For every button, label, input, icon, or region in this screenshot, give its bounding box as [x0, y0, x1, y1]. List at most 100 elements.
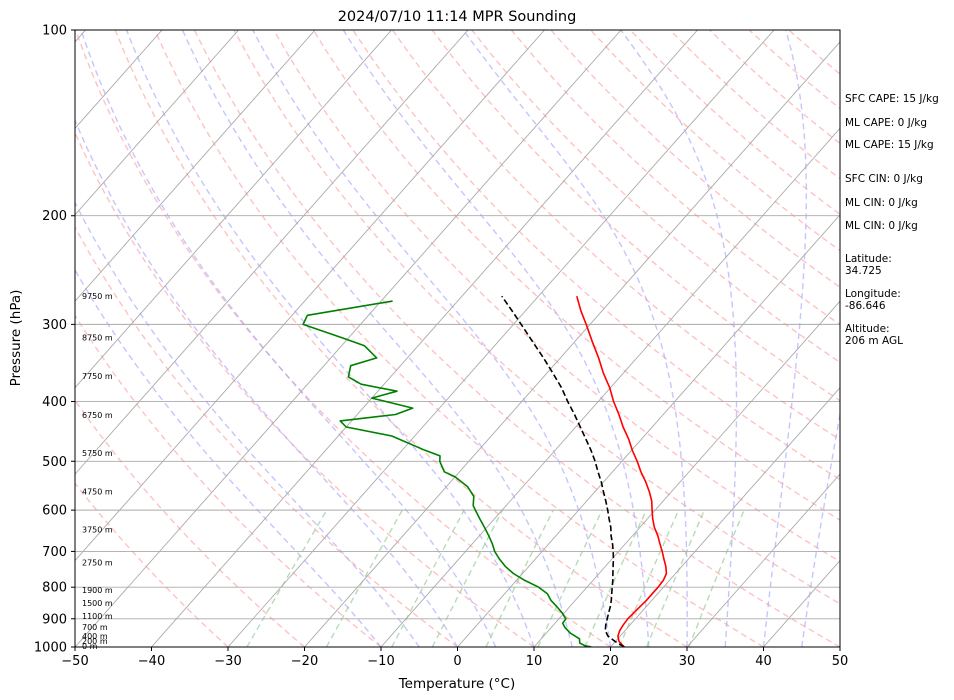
x-tick-label: −20: [291, 654, 318, 669]
dry-adiabat-line: [312, 30, 840, 521]
latitude-value: 34.725: [845, 265, 882, 277]
y-tick-label: 700: [42, 545, 67, 560]
x-tick-label: 50: [832, 654, 849, 669]
dry-adiabat-line: [75, 131, 535, 647]
altitude-label: 2750 m: [82, 558, 113, 567]
sfc-cin-text: SFC CIN: 0 J/kg: [845, 173, 923, 185]
altitude-label: 1500 m: [82, 599, 113, 608]
background-reference-lines: [75, 30, 840, 647]
x-tick-label: −40: [138, 654, 165, 669]
isotherm-line: [686, 473, 840, 647]
longitude-value: -86.646: [845, 300, 886, 312]
isotherm-line: [457, 214, 840, 647]
altitude-label: 9750 m: [82, 292, 113, 301]
temperature-line: [576, 295, 668, 647]
y-tick-label: 900: [42, 612, 67, 627]
isotherm-line: [610, 386, 840, 647]
moist-adiabat-line: [75, 201, 420, 647]
isotherm-line: [75, 30, 469, 475]
y-axis-label: Pressure (hPa): [8, 290, 24, 387]
dry-adiabat-line: [233, 30, 840, 605]
isotherm-line: [380, 127, 840, 647]
moist-adiabat-line: [181, 30, 573, 647]
isotherm-line: [75, 30, 622, 647]
moist-adiabat-line: [75, 268, 382, 647]
altitude-label: 400 m: [82, 632, 108, 641]
altitude-label: 3750 m: [82, 525, 113, 534]
altitude-label: 700 m: [82, 623, 108, 632]
moist-adiabat-line: [801, 410, 840, 647]
chart-title: 2024/07/10 11:14 MPR Sounding: [338, 9, 577, 25]
ml-cin-text-1: ML CIN: 0 J/kg: [845, 197, 918, 209]
ml-cape-text-1: ML CAPE: 0 J/kg: [845, 117, 927, 129]
altitude-label: 200 m: [82, 637, 108, 646]
sounding-series: [302, 295, 668, 647]
dry-adiabat-line: [391, 30, 840, 441]
dewpoint-line: [302, 300, 592, 647]
isotherm-line: [75, 30, 392, 389]
isotherm-line: [227, 30, 775, 647]
altitude-value: 206 m AGL: [845, 335, 903, 347]
mixing-ratio-line: [246, 509, 328, 647]
y-tick-label: 500: [42, 455, 67, 470]
x-tick-label: 20: [602, 654, 619, 669]
moist-adiabat-line: [620, 30, 738, 647]
altitude-label: 1100 m: [82, 612, 113, 621]
isotherm-line: [151, 30, 698, 647]
dry-adiabat-line: [352, 30, 840, 481]
moist-adiabat-line: [252, 30, 612, 647]
y-tick-label: 1000: [34, 641, 67, 656]
ml-cin-text-2: ML CIN: 0 J/kg: [845, 220, 918, 232]
dry-adiabat-line: [75, 225, 458, 647]
altitude-label: 8750 m: [82, 333, 113, 342]
isotherm-line: [533, 300, 840, 647]
isotherm-line: [75, 30, 316, 302]
dry-adiabat-line: [431, 30, 840, 402]
mixing-ratio-line: [325, 509, 403, 647]
x-tick-label: 0: [453, 654, 461, 669]
moist-adiabat-line: [342, 30, 650, 647]
dry-adiabat-line: [471, 30, 840, 364]
parcel-line: [501, 295, 625, 647]
isotherm-line: [75, 30, 239, 216]
mixing-ratio-line: [391, 509, 465, 647]
x-tick-label: 40: [755, 654, 772, 669]
longitude-label: Longitude:: [845, 288, 901, 300]
dry-adiabat-line: [193, 30, 840, 647]
isotherm-line: [304, 41, 840, 647]
moist-adiabat-line: [75, 118, 459, 647]
dry-adiabat-line: [75, 30, 611, 647]
altitude-label: 7750 m: [82, 372, 113, 381]
y-tick-label: 300: [42, 318, 67, 333]
altitude-label: 1900 m: [82, 586, 113, 595]
mixing-ratio-line: [431, 509, 504, 647]
x-tick-label: 10: [526, 654, 543, 669]
x-tick-label: −10: [367, 654, 394, 669]
moist-adiabat-line: [462, 30, 688, 647]
dry-adiabat-line: [114, 30, 688, 647]
dry-adiabat-line: [273, 30, 840, 563]
altitude-label: 4750 m: [82, 488, 113, 497]
latitude-label: Latitude:: [845, 253, 892, 265]
y-tick-label: 600: [42, 504, 67, 519]
y-tick-label: 100: [42, 24, 67, 39]
isotherm-line: [75, 30, 545, 562]
moist-adiabat-line: [762, 30, 807, 647]
x-tick-label: −30: [214, 654, 241, 669]
sfc-cape-text: SFC CAPE: 15 J/kg: [845, 93, 939, 105]
altitude-label: 6750 m: [82, 411, 113, 420]
x-axis-label: Temperature (°C): [398, 676, 516, 692]
x-tick-label: −50: [61, 654, 88, 669]
altitude-label: 5750 m: [82, 449, 113, 458]
mixing-ratio-line: [485, 509, 554, 647]
dry-adiabat-line: [154, 30, 764, 647]
dry-adiabat-line: [75, 482, 229, 647]
altitude-label: 0 m: [82, 642, 98, 651]
dry-adiabat-line: [75, 399, 305, 647]
x-tick-label: 30: [679, 654, 696, 669]
ml-cape-text-2: ML CAPE: 15 J/kg: [845, 139, 934, 151]
axis-ticks: −50 −40 −30 −20 −10 0 10 20 30 40 50 1000 900 800 700 6…: [34, 24, 848, 670]
